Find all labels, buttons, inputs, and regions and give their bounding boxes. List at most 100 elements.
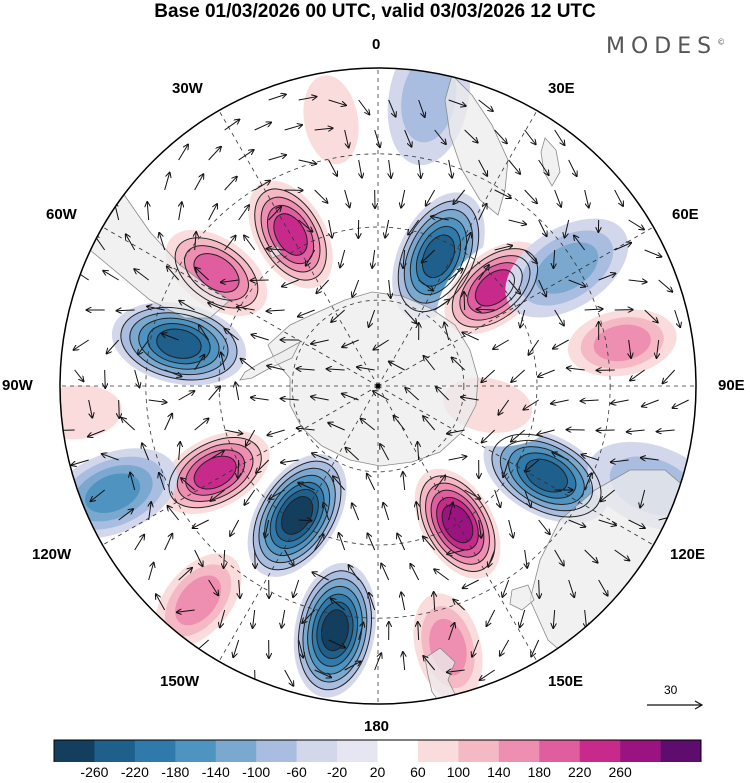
wind-arrow	[531, 639, 540, 656]
wind-arrow	[431, 216, 449, 221]
wind-arrow	[394, 416, 406, 431]
wind-arrow	[404, 129, 412, 147]
wind-arrow	[553, 249, 554, 268]
wind-arrow	[224, 177, 237, 191]
reference-vector	[647, 700, 704, 710]
colorbar-swatch	[337, 740, 378, 762]
wind-arrow	[149, 502, 151, 521]
wind-arrow	[500, 639, 510, 656]
wind-arrow	[254, 181, 270, 191]
wind-arrow	[373, 339, 389, 350]
wind-arrow	[520, 609, 526, 627]
wind-arrow	[159, 233, 166, 251]
contour-line	[311, 593, 359, 667]
contour-line	[176, 443, 254, 502]
contour-line	[524, 458, 568, 493]
wind-arrow	[539, 579, 540, 598]
wind-arrow	[388, 99, 396, 117]
wind-arrow	[403, 249, 405, 268]
wind-arrow	[448, 502, 453, 521]
wind-arrow	[282, 279, 299, 287]
wind-arrow	[453, 189, 466, 204]
anomaly-band	[535, 242, 599, 294]
wind-arrow	[565, 219, 570, 238]
contour-line	[185, 449, 246, 496]
map-title: Base 01/03/2026 00 UTC, valid 03/03/2026…	[154, 1, 596, 22]
wind-arrow	[584, 309, 603, 310]
wind-arrow	[447, 670, 465, 672]
colorbar-tick-label: 140	[487, 764, 511, 780]
wind-arrow	[142, 443, 150, 461]
wind-arrow	[416, 502, 418, 521]
wind-arrow	[199, 325, 210, 341]
wind-arrow	[244, 489, 256, 505]
wind-arrow	[628, 219, 644, 230]
wind-arrow	[107, 339, 120, 353]
wind-arrow	[74, 339, 89, 350]
wind-arrow	[177, 610, 195, 612]
colorbar-swatch	[498, 740, 540, 762]
wind-arrow	[254, 122, 271, 131]
wind-arrow	[105, 369, 106, 388]
wind-arrow	[368, 533, 376, 551]
wind-arrow	[224, 236, 236, 251]
wind-arrow	[268, 207, 281, 221]
wind-arrow	[179, 442, 180, 461]
wind-arrow	[464, 292, 465, 311]
wind-arrow	[657, 339, 659, 358]
wind-arrow	[477, 309, 495, 310]
wind-arrow	[159, 473, 166, 491]
wind-arrow	[448, 456, 467, 461]
wind-arrow	[164, 173, 170, 191]
wind-arrow	[554, 189, 561, 207]
wind-arrow	[508, 159, 520, 174]
wind-arrow	[314, 189, 328, 203]
wind-arrow	[426, 189, 436, 206]
colorbar-tick-label: -220	[120, 764, 149, 780]
wind-arrow	[314, 128, 333, 130]
wind-arrow	[423, 536, 436, 551]
wind-arrow	[508, 519, 513, 537]
wind-arrow	[611, 400, 629, 403]
antarctic-peninsula	[239, 341, 301, 381]
wind-arrow	[181, 478, 195, 491]
colorbar-tick-label: 60	[410, 764, 426, 780]
meridian-line	[218, 110, 379, 387]
colorbar-tick-label: 220	[568, 764, 592, 780]
contour-line	[273, 213, 308, 256]
colorbar-tick-label: -260	[80, 764, 109, 780]
brand-text: MODES	[606, 34, 718, 59]
wind-arrow	[134, 535, 145, 551]
wind-arrow	[284, 669, 294, 686]
wind-arrow	[448, 99, 466, 106]
wind-arrow	[568, 279, 586, 287]
wind-arrow	[178, 391, 195, 401]
wind-arrow	[494, 129, 507, 143]
wind-arrow	[520, 309, 526, 327]
wind-arrow	[224, 549, 225, 568]
wind-arrow	[614, 243, 631, 251]
wind-arrow	[524, 189, 537, 203]
wind-arrow	[134, 369, 140, 387]
wind-arrow	[524, 129, 536, 144]
reference-vector-label: 30	[664, 683, 678, 697]
wind-arrow	[88, 429, 105, 437]
anomaly-band	[273, 213, 308, 256]
wind-arrow	[508, 219, 526, 224]
wind-arrow	[88, 399, 93, 418]
meridian-line	[102, 226, 379, 387]
anomaly-band	[194, 253, 239, 293]
wind-arrow	[574, 236, 586, 251]
modes-logo: MODES©	[606, 34, 725, 59]
wind-arrow	[374, 129, 380, 147]
wind-arrow	[538, 279, 546, 296]
anomaly-band	[175, 575, 222, 626]
wind-arrow	[331, 309, 345, 322]
wind-arrow	[403, 472, 405, 491]
wind-arrow	[241, 359, 255, 371]
contour-line	[252, 460, 342, 571]
colorbar-swatch	[134, 740, 176, 762]
colorbar-swatch	[377, 740, 419, 762]
wind-arrow	[640, 489, 646, 507]
wind-arrow	[267, 249, 285, 250]
